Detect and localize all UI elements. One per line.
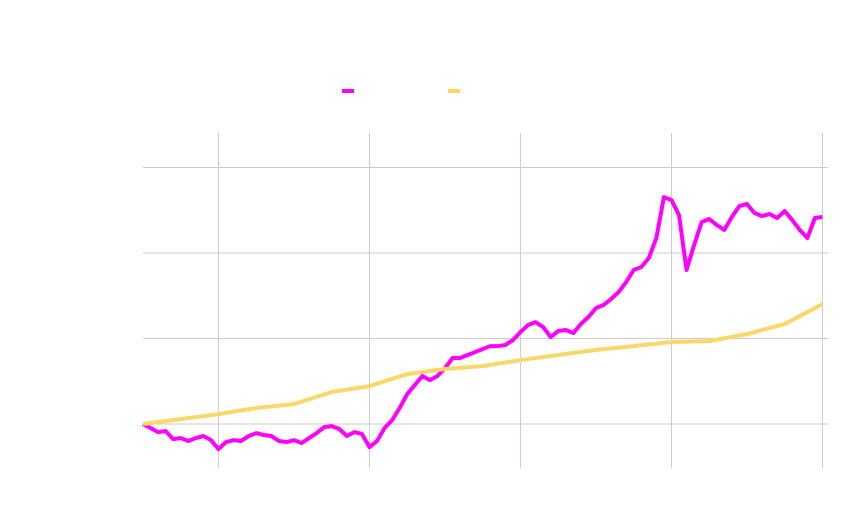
series-line bbox=[142, 195, 823, 452]
series-line bbox=[142, 302, 824, 427]
